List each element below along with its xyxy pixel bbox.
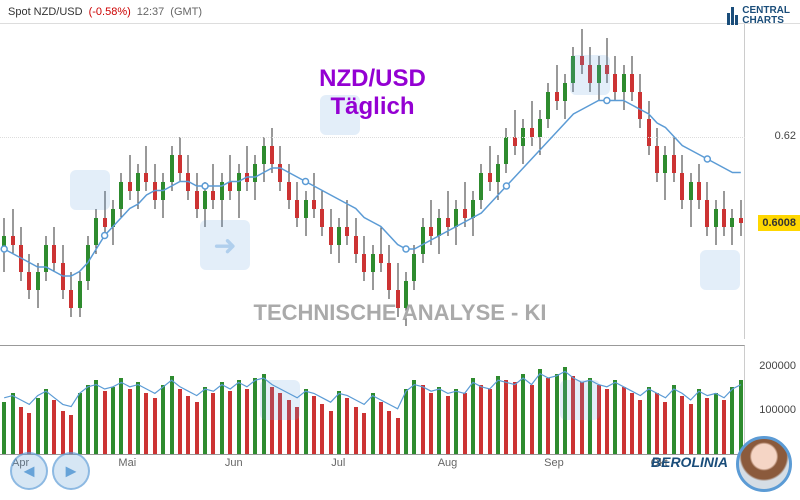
arrow-right-icon: ➜ bbox=[200, 220, 250, 270]
chart-header: Spot NZD/USD (-0.58%) 12:37 (GMT) bbox=[0, 0, 800, 24]
avatar-icon[interactable] bbox=[736, 436, 792, 492]
x-axis: AprMaiJunJulAugSepOkt bbox=[0, 454, 745, 472]
brand-logo: CENTRAL CHARTS bbox=[727, 6, 790, 26]
nav-prev-button[interactable]: ◄ bbox=[10, 452, 48, 490]
berolinia-label: BEROLINIA bbox=[651, 454, 728, 470]
logo-bars-icon bbox=[727, 7, 738, 25]
watermark-icon bbox=[570, 55, 610, 95]
watermark-icon bbox=[320, 95, 360, 135]
pct-change: (-0.58%) bbox=[89, 6, 131, 18]
symbol-label: Spot NZD/USD bbox=[8, 6, 83, 18]
watermark-icon bbox=[70, 170, 110, 210]
time-label: 12:37 bbox=[137, 6, 165, 18]
volume-chart[interactable] bbox=[0, 345, 745, 455]
watermark-icon bbox=[560, 380, 600, 420]
price-chart[interactable] bbox=[0, 24, 745, 339]
nav-controls: ◄ ► bbox=[10, 452, 90, 490]
tz-label: (GMT) bbox=[170, 6, 202, 18]
watermark-icon bbox=[260, 380, 300, 420]
logo-text: CENTRAL CHARTS bbox=[742, 6, 790, 26]
watermark-icon bbox=[700, 250, 740, 290]
nav-next-button[interactable]: ► bbox=[52, 452, 90, 490]
current-price-badge: 0.6008 bbox=[758, 215, 800, 231]
price-y-axis: 0.620.6008 bbox=[745, 24, 800, 339]
